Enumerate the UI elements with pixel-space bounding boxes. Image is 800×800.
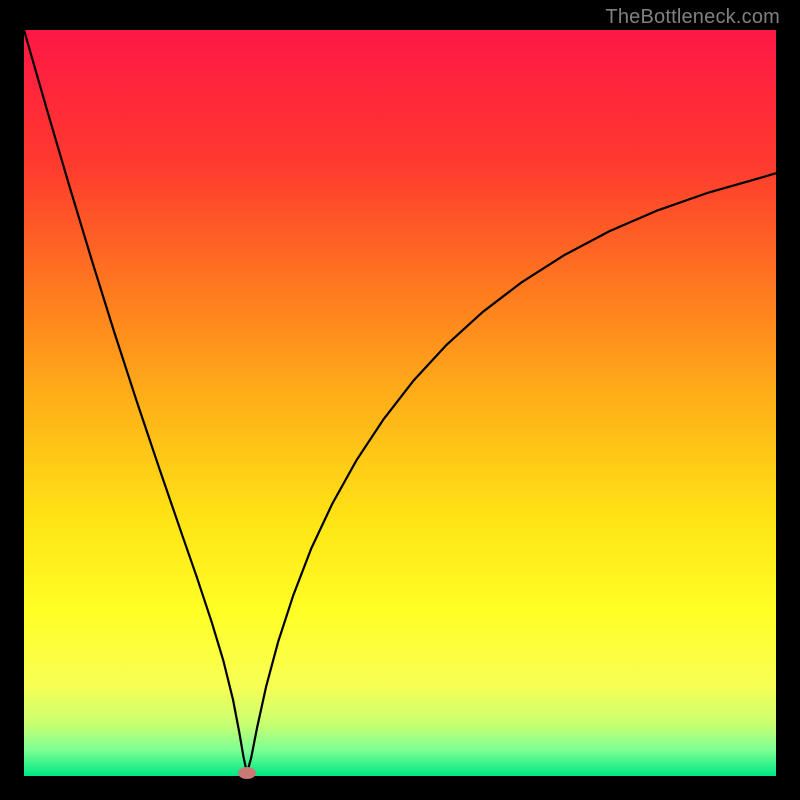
plot-svg xyxy=(24,30,776,776)
minimum-marker xyxy=(238,767,256,779)
plot-area xyxy=(24,30,776,776)
watermark-text: TheBottleneck.com xyxy=(605,6,780,29)
chart-frame: TheBottleneck.com xyxy=(0,0,800,800)
